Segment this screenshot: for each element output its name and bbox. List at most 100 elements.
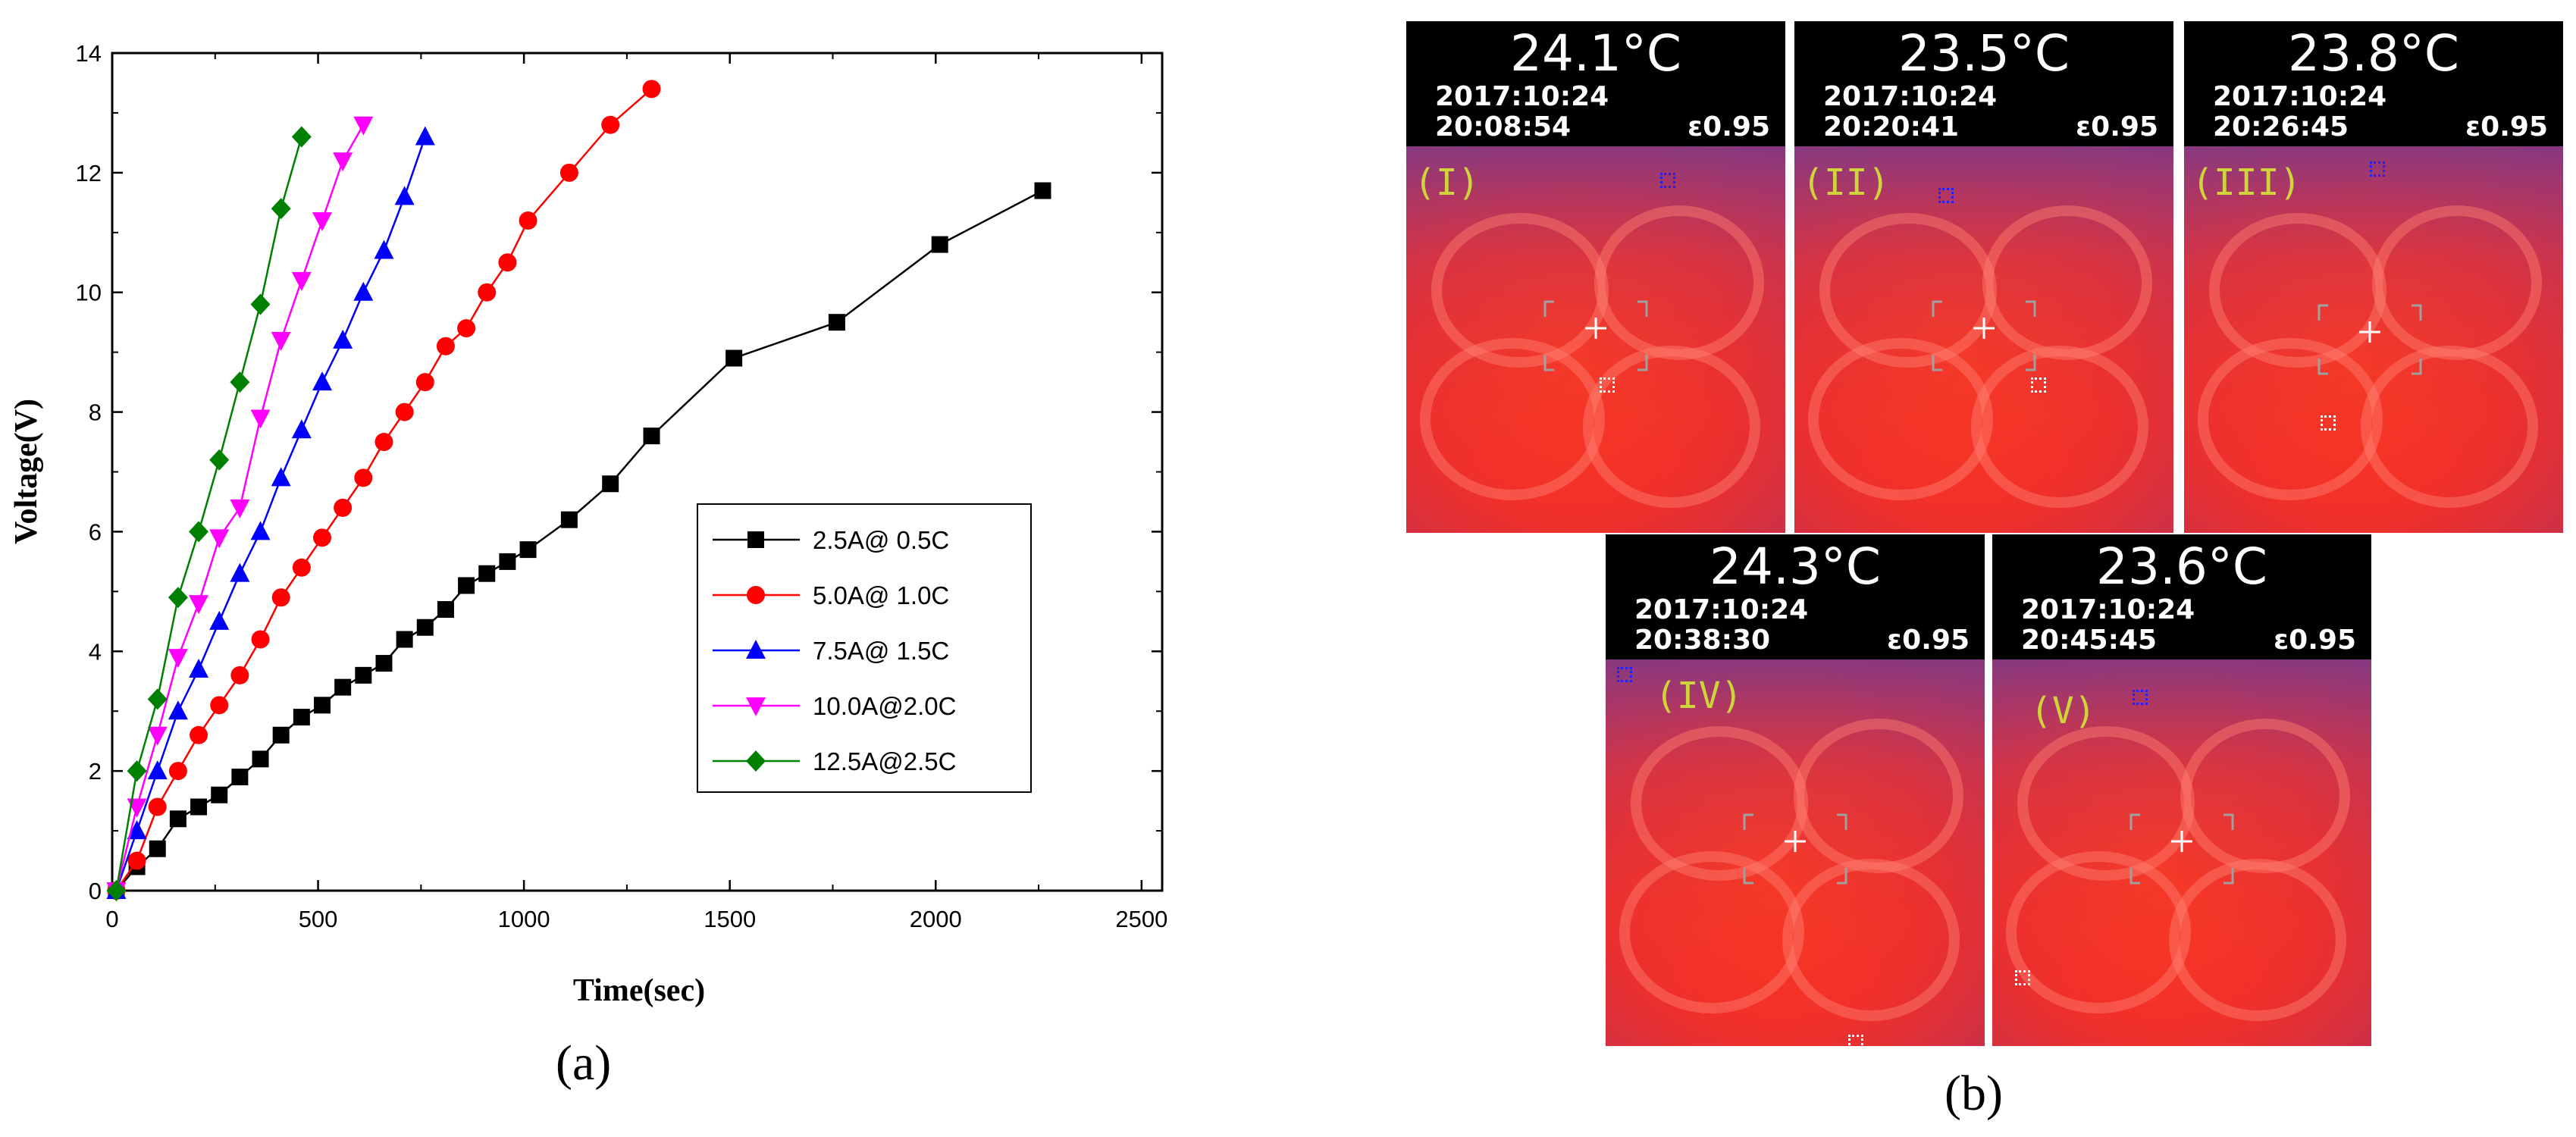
thermal-roman-label: (I) [1414,161,1480,204]
cold-spot-marker [1938,188,1954,203]
hot-spot-marker [1848,1035,1863,1046]
data-point [291,126,312,148]
series-line [115,136,426,891]
hot-spot-marker [2031,377,2046,393]
data-point [252,750,269,768]
data-point [209,529,230,549]
series-4 [106,116,374,901]
thermal-picture [1606,659,1985,1046]
x-tick-label: 1000 [498,906,550,932]
data-point [601,115,620,134]
cold-spot-marker [1660,173,1675,188]
data-point [271,331,291,351]
thermal-image-1: 24.1°C 2017:10:24 20:08:54 ε0.95 [1406,21,1785,533]
thermal-image-5: 23.6°C 2017:10:24 20:45:45 ε0.95 [1992,534,2371,1046]
y-tick-label: 14 [76,40,102,67]
hot-spot-marker [2321,415,2336,431]
data-point [312,212,332,231]
thermal-time: 20:26:45 [2213,111,2349,143]
data-point [394,186,415,205]
y-tick-label: 4 [89,638,102,665]
thermal-time: 20:45:45 [2021,625,2158,656]
data-point [353,281,374,301]
thermal-date: 2017:10:24 [1634,594,1809,625]
data-point [210,696,229,715]
thermal-roman-label: (III) [2192,161,2302,204]
series-3 [106,126,435,899]
x-tick-label: 1500 [704,906,756,932]
data-point [230,371,250,393]
data-point [478,283,497,302]
thermal-date: 2017:10:24 [2021,594,2195,625]
data-point [457,319,476,338]
data-point [189,658,209,678]
thermal-emissivity: ε0.95 [2465,111,2548,143]
legend-label: 7.5A@ 1.5C [813,637,949,665]
data-point [211,786,228,803]
data-point [333,329,353,349]
data-point [559,163,578,182]
thermal-roman-label: (II) [1802,161,1890,204]
legend-marker [747,531,764,548]
thermal-temperature: 23.6°C [2095,537,2268,596]
thermal-header: 23.5°C 2017:10:24 20:20:41 ε0.95 [1794,21,2173,146]
data-point [189,521,209,543]
data-point [519,541,537,559]
data-point [271,198,291,220]
data-point [190,725,208,744]
thermal-image-2: 23.5°C 2017:10:24 20:20:41 ε0.95 [1794,21,2173,533]
data-point [291,271,312,291]
series-line [115,88,653,891]
data-point [354,468,373,487]
data-point [209,610,230,630]
data-point [437,601,454,619]
voltage-time-chart: 0 500 1000 1500 2000 2500 0 2 4 6 8 10 12 14 Time(sec… [9,40,1167,1008]
cold-spot-marker [1617,667,1632,682]
data-point [147,760,168,780]
y-axis-title: Voltage(V) [9,399,44,544]
data-point [334,498,353,517]
thermal-date: 2017:10:24 [1435,81,1609,112]
y-tick-label: 8 [89,399,102,426]
thermal-time: 20:20:41 [1823,111,1960,143]
hot-spot-marker [1600,377,1615,393]
data-point [353,116,374,136]
data-point [230,562,250,582]
thermal-date: 2017:10:24 [1823,81,1998,112]
thermal-image-4: 24.3°C 2017:10:24 20:38:30 ε0.95 [1606,534,1985,1046]
y-tick-label: 2 [89,758,102,785]
thermal-roman-label: (V) [2030,690,2096,732]
cold-spot-marker [2133,690,2148,705]
thermal-emissivity: ε0.95 [2076,111,2158,143]
thermal-time: 20:08:54 [1435,111,1572,143]
caption-a: (a) [556,1035,612,1091]
series-line [115,136,303,891]
data-point [519,211,537,230]
data-point [127,820,147,840]
data-point [209,449,230,471]
thermal-header: 23.8°C 2017:10:24 20:26:45 ε0.95 [2184,21,2563,146]
data-point [375,655,393,672]
data-point [169,810,186,828]
thermal-time: 20:38:30 [1634,625,1771,656]
data-point [374,433,393,452]
series-5 [106,126,312,901]
data-point [725,349,743,367]
legend-label: 2.5A@ 0.5C [813,526,949,554]
thermal-picture [1406,146,1785,533]
data-point [416,619,434,636]
data-point [314,697,331,714]
data-point [291,419,312,439]
legend-marker [747,586,765,604]
data-point [396,631,413,648]
data-point [271,467,291,487]
data-point [127,851,146,870]
data-point [148,797,167,816]
data-point [168,587,188,609]
data-point [395,402,414,421]
thermal-roman-label: (IV) [1655,675,1743,717]
series-2 [107,80,661,900]
data-point [127,760,147,782]
y-tick-label: 10 [76,280,102,306]
data-point [293,709,310,726]
